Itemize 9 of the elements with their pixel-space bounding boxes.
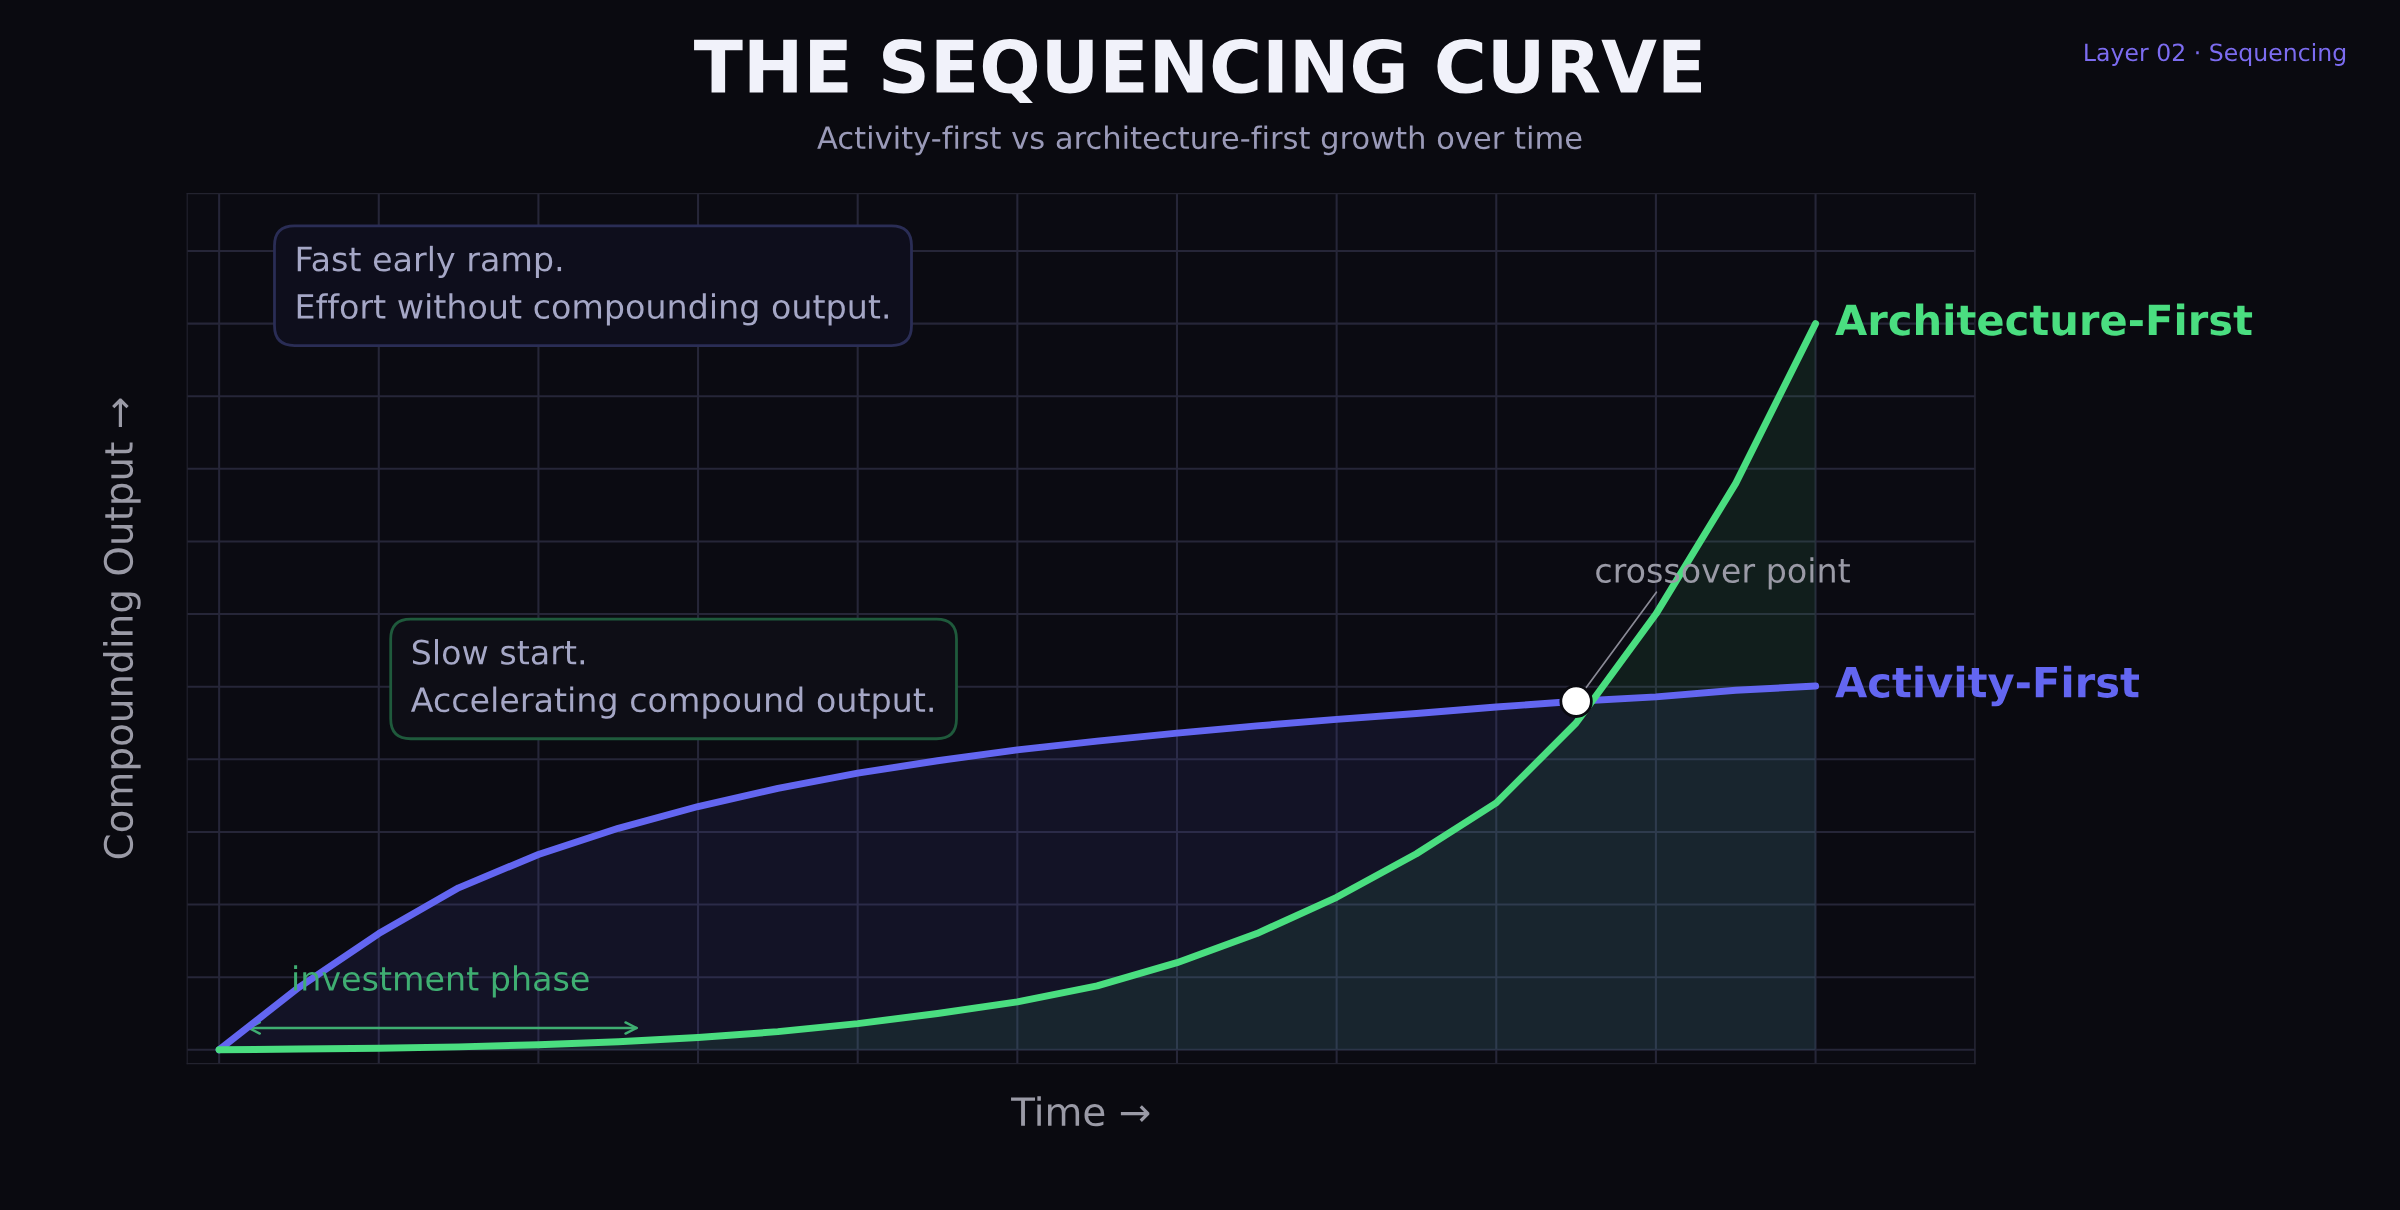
chart-title: THE SEQUENCING CURVE	[694, 38, 1702, 104]
annotation: Fast early ramp. Effort without compounding output.	[297, 245, 888, 326]
text: Layer 02 · Sequencing	[2085, 43, 2346, 66]
x-axis-title: Time →	[1011, 1096, 1150, 1127]
annotation: Slow start. Accelerating compound output.	[410, 639, 933, 719]
series-label: Architecture-First	[1835, 303, 2253, 336]
chart-subtitle: Activity-first vs architecture-first growth over time	[817, 125, 1582, 156]
y-axis-title: Compounding Output →	[103, 398, 141, 859]
series-label: Activity-First	[1835, 665, 2140, 707]
